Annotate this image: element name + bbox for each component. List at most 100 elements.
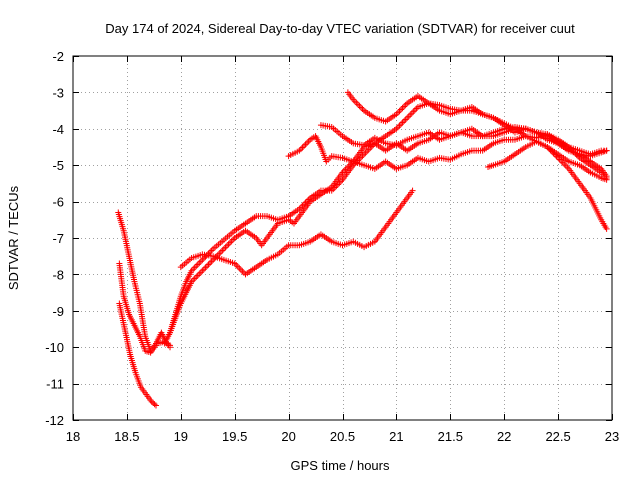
data-point bbox=[227, 239, 234, 246]
data-point bbox=[301, 142, 307, 149]
data-point bbox=[191, 275, 198, 282]
data-point bbox=[302, 141, 309, 148]
data-point bbox=[304, 139, 311, 146]
data-point bbox=[196, 270, 203, 277]
y-tick-label: -2 bbox=[52, 49, 64, 64]
data-point bbox=[359, 106, 366, 113]
data-point bbox=[399, 105, 406, 111]
x-tick-label: 18.5 bbox=[114, 429, 139, 444]
data-point bbox=[409, 187, 416, 194]
series-track-1 bbox=[115, 209, 174, 354]
data-point bbox=[394, 109, 401, 116]
data-point bbox=[299, 144, 306, 151]
data-point bbox=[203, 263, 210, 270]
series-track-10 bbox=[485, 138, 610, 183]
data-point bbox=[398, 121, 405, 128]
y-tick-label: -10 bbox=[45, 340, 64, 355]
data-point bbox=[197, 269, 204, 276]
data-point bbox=[404, 114, 411, 121]
data-point bbox=[351, 98, 358, 105]
x-tick-label: 22 bbox=[497, 429, 511, 444]
data-point bbox=[219, 247, 226, 254]
data-point bbox=[297, 146, 304, 153]
data-point bbox=[202, 264, 209, 271]
data-point bbox=[236, 265, 243, 272]
series-track-3 bbox=[116, 300, 160, 409]
y-tick-label: -4 bbox=[52, 122, 64, 137]
y-tick-label: -12 bbox=[45, 413, 64, 428]
chart-title: Day 174 of 2024, Sidereal Day-to-day VTE… bbox=[105, 21, 575, 36]
series-track-9 bbox=[344, 89, 610, 160]
x-tick-label: 20.5 bbox=[330, 429, 355, 444]
data-point bbox=[199, 267, 206, 274]
data-point bbox=[405, 113, 412, 120]
data-point bbox=[398, 106, 405, 113]
data-point bbox=[167, 342, 174, 349]
data-point bbox=[228, 238, 235, 245]
data-point bbox=[402, 116, 409, 123]
data-point bbox=[193, 263, 200, 270]
data-point bbox=[217, 249, 224, 256]
data-point bbox=[200, 255, 207, 262]
x-tick-label: 18 bbox=[66, 429, 80, 444]
y-tick-label: -8 bbox=[52, 267, 64, 282]
data-point bbox=[603, 176, 610, 183]
x-tick-label: 19.5 bbox=[222, 429, 247, 444]
data-point bbox=[356, 102, 363, 109]
data-point bbox=[410, 108, 417, 115]
data-point bbox=[200, 266, 207, 273]
y-tick-label: -5 bbox=[52, 158, 64, 173]
x-tick-label: 21.5 bbox=[438, 429, 463, 444]
data-point bbox=[603, 147, 610, 154]
data-point bbox=[401, 103, 408, 110]
data-point bbox=[222, 244, 229, 251]
x-axis-label: GPS time / hours bbox=[291, 458, 390, 473]
x-tick-label: 19 bbox=[174, 429, 188, 444]
data-point bbox=[407, 111, 414, 118]
data-point bbox=[208, 247, 215, 254]
data-point bbox=[194, 272, 201, 279]
data-point bbox=[153, 402, 160, 409]
ticks: 18 18.5 19 19.5 20 20.5 21 21.5 22 22.5 23 -12 -11 -1… bbox=[45, 49, 619, 444]
data-point bbox=[562, 162, 569, 169]
data-point bbox=[207, 259, 214, 266]
data-point bbox=[354, 101, 361, 108]
data-point bbox=[402, 101, 409, 108]
data-point bbox=[230, 236, 237, 243]
data-layer bbox=[115, 89, 610, 409]
data-point bbox=[197, 258, 204, 265]
data-point bbox=[224, 242, 230, 249]
y-tick-label: -9 bbox=[52, 304, 64, 319]
data-point bbox=[603, 225, 610, 232]
data-point bbox=[396, 122, 403, 129]
data-point bbox=[191, 264, 198, 271]
data-point bbox=[151, 401, 158, 408]
data-point bbox=[396, 108, 403, 115]
data-point bbox=[357, 104, 364, 111]
x-tick-label: 22.5 bbox=[545, 429, 570, 444]
y-tick-label: -7 bbox=[52, 231, 64, 246]
data-point bbox=[353, 99, 360, 106]
data-point bbox=[225, 241, 232, 248]
data-point bbox=[196, 259, 203, 266]
data-point bbox=[408, 110, 415, 117]
x-tick-label: 21 bbox=[389, 429, 403, 444]
y-tick-label: -3 bbox=[52, 85, 64, 100]
y-tick-label: -11 bbox=[46, 377, 64, 392]
data-point bbox=[399, 119, 406, 126]
data-point bbox=[401, 118, 408, 124]
data-point bbox=[208, 258, 215, 265]
x-tick-label: 20 bbox=[281, 429, 295, 444]
data-point bbox=[305, 138, 312, 145]
data-point bbox=[237, 266, 244, 273]
data-point bbox=[193, 274, 200, 280]
data-point bbox=[411, 107, 418, 114]
data-point bbox=[394, 124, 401, 131]
data-point bbox=[205, 261, 212, 268]
data-point bbox=[194, 261, 201, 268]
grid bbox=[73, 56, 612, 420]
series-track-6 bbox=[177, 187, 416, 278]
data-point bbox=[207, 249, 214, 256]
